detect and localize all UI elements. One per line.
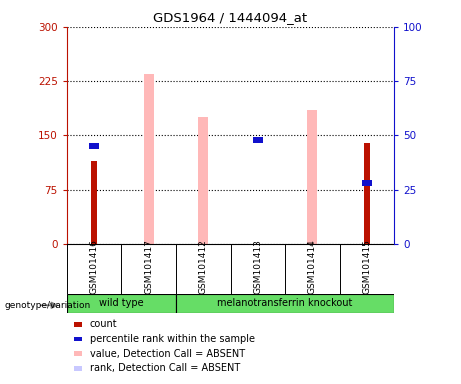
Bar (253, 137, 263, 142)
Text: count: count (90, 319, 118, 329)
Text: GSM101413: GSM101413 (253, 239, 262, 294)
Bar (144, 74, 154, 244)
Text: percentile rank within the sample: percentile rank within the sample (90, 334, 255, 344)
Bar (364, 142, 370, 244)
FancyBboxPatch shape (67, 294, 176, 313)
Bar (307, 110, 317, 244)
Title: GDS1964 / 1444094_at: GDS1964 / 1444094_at (154, 11, 307, 24)
Bar (362, 180, 372, 186)
Text: GSM101417: GSM101417 (144, 239, 153, 294)
Text: melanotransferrin knockout: melanotransferrin knockout (218, 298, 353, 308)
Text: wild type: wild type (99, 298, 144, 308)
FancyBboxPatch shape (176, 294, 394, 313)
Text: genotype/variation: genotype/variation (5, 301, 91, 310)
Text: rank, Detection Call = ABSENT: rank, Detection Call = ABSENT (90, 363, 240, 373)
Bar (198, 117, 208, 244)
Bar (89, 143, 99, 149)
Text: GSM101416: GSM101416 (89, 239, 99, 294)
Text: value, Detection Call = ABSENT: value, Detection Call = ABSENT (90, 349, 245, 359)
Text: GSM101412: GSM101412 (199, 239, 208, 294)
Text: GSM101414: GSM101414 (308, 239, 317, 294)
Bar (91, 161, 97, 244)
Text: GSM101415: GSM101415 (362, 239, 372, 294)
